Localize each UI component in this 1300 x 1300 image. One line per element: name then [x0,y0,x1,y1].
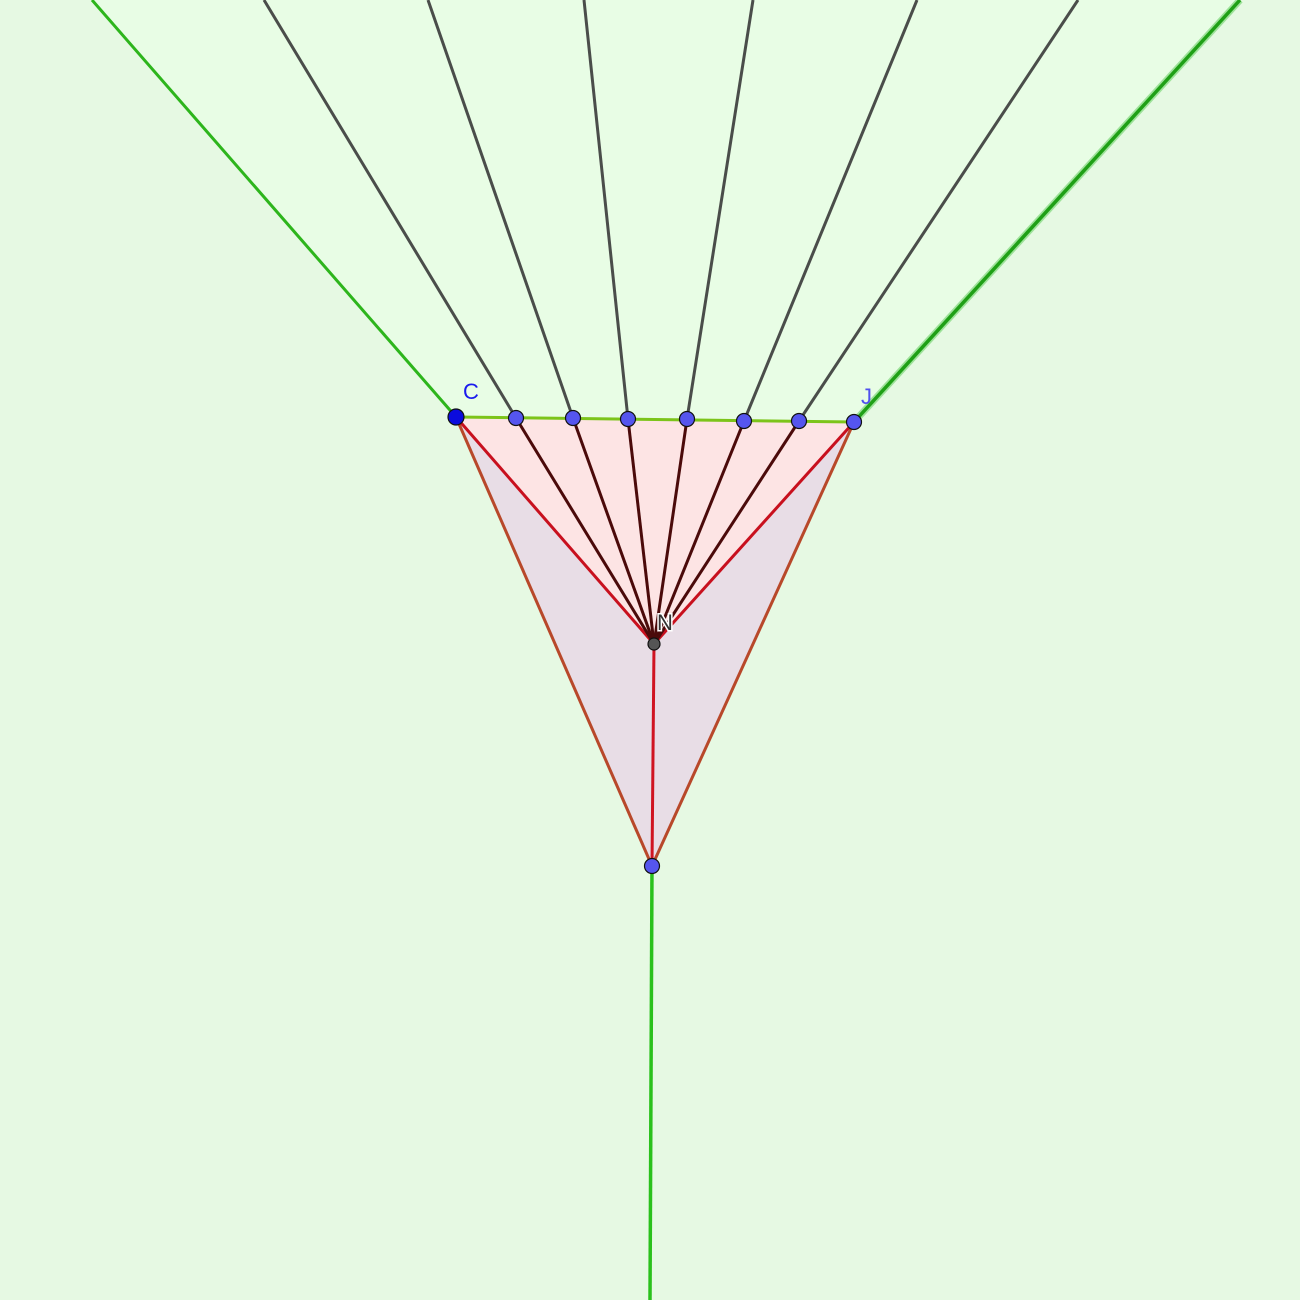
point-n[interactable] [647,637,661,651]
label-j: J [861,384,872,409]
point-bottom[interactable] [643,857,661,875]
spoke-to-j[interactable] [652,420,856,646]
ray-2[interactable] [426,0,575,419]
spoke-2[interactable] [571,417,656,645]
spoke-6[interactable] [652,420,801,645]
triangle-right-edge[interactable] [650,421,856,867]
point-top-3[interactable] [619,410,637,428]
spoke-5[interactable] [652,420,746,645]
point-top-1[interactable] [507,409,525,427]
point-j[interactable] [845,413,863,431]
point-top-5[interactable] [735,412,753,430]
ray-4[interactable] [685,0,755,420]
left-boundary-line[interactable] [90,0,458,418]
spoke-4[interactable] [652,418,689,645]
spoke-to-bottom[interactable] [650,643,656,867]
ray-5[interactable] [742,0,919,422]
point-c[interactable] [447,408,465,426]
ray-1[interactable] [262,0,518,419]
label-c: C [463,379,479,404]
ray-6[interactable] [797,0,1080,422]
spoke-3[interactable] [626,418,656,645]
upper-fan-region [92,0,1240,422]
spoke-to-c[interactable] [454,416,656,645]
point-top-6[interactable] [790,412,808,430]
bottom-boundary-line[interactable] [648,865,654,1300]
ray-3[interactable] [582,0,630,420]
right-boundary-line[interactable] [852,0,1242,424]
triangle-upper-region [456,417,854,644]
point-top-2[interactable] [564,409,582,427]
label-n: N [657,610,673,635]
triangle-left-edge[interactable] [454,416,654,867]
point-top-4[interactable] [678,410,696,428]
spoke-1[interactable] [514,417,656,645]
